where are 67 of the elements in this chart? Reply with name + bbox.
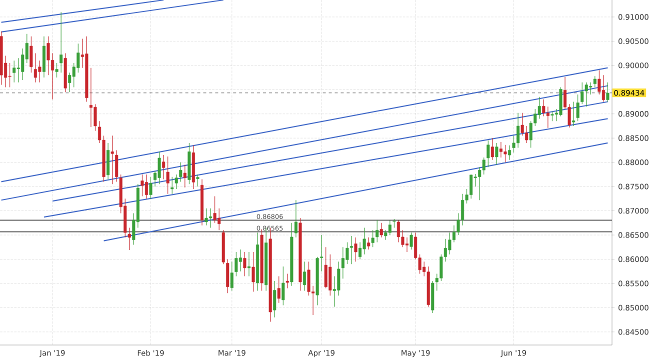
candlestick bbox=[490, 138, 494, 160]
candlestick bbox=[110, 135, 114, 184]
candlestick bbox=[302, 261, 306, 292]
candlestick bbox=[606, 82, 610, 102]
candlestick bbox=[247, 252, 251, 276]
candlestick bbox=[149, 176, 152, 199]
candlestick bbox=[162, 154, 166, 180]
candlestick bbox=[115, 150, 118, 182]
candlestick bbox=[243, 252, 246, 276]
candlestick bbox=[602, 74, 605, 102]
candlestick bbox=[410, 232, 413, 250]
candlestick bbox=[294, 200, 298, 238]
candlestick bbox=[46, 36, 50, 76]
candlestick bbox=[504, 144, 507, 163]
candlestick bbox=[371, 230, 374, 248]
candlestick bbox=[542, 99, 546, 117]
candlestick bbox=[576, 94, 580, 122]
candlestick bbox=[550, 111, 554, 122]
candlestick bbox=[158, 151, 161, 184]
candlestick bbox=[183, 164, 186, 188]
candlestick bbox=[252, 252, 255, 292]
candlestick bbox=[538, 96, 541, 120]
candlestick bbox=[482, 157, 486, 175]
candlestick bbox=[546, 106, 550, 128]
candlestick bbox=[277, 276, 280, 304]
candlestick bbox=[94, 104, 97, 132]
candlestick bbox=[307, 261, 310, 296]
candlestick bbox=[358, 242, 362, 260]
candlestick bbox=[405, 237, 409, 252]
candlestick bbox=[354, 237, 358, 262]
candlestick bbox=[55, 62, 58, 78]
candlestick bbox=[238, 249, 242, 272]
candlestick bbox=[60, 12, 63, 73]
candlestick bbox=[572, 101, 576, 126]
candlestick bbox=[448, 232, 452, 255]
candlestick bbox=[388, 220, 392, 236]
candlestick bbox=[320, 234, 324, 272]
candlestick bbox=[282, 266, 285, 306]
candlestick bbox=[38, 60, 42, 83]
candlestick bbox=[380, 222, 383, 238]
candlestick bbox=[12, 60, 16, 83]
candlestick bbox=[286, 273, 289, 289]
candlestick bbox=[486, 140, 490, 168]
candlestick bbox=[580, 82, 584, 104]
candlestick bbox=[234, 252, 238, 276]
candlestick bbox=[166, 156, 170, 194]
candlestick bbox=[170, 176, 174, 194]
candlestick bbox=[350, 236, 354, 264]
candlestick bbox=[128, 227, 131, 250]
candlestick bbox=[376, 220, 379, 243]
candlestick bbox=[508, 145, 512, 160]
candlestick bbox=[367, 237, 370, 250]
candlestick bbox=[144, 174, 148, 199]
candlestick bbox=[30, 36, 33, 73]
candlestick bbox=[593, 76, 596, 88]
candlestick bbox=[273, 280, 276, 318]
candlestick bbox=[226, 258, 230, 294]
candlestick bbox=[204, 208, 208, 226]
candlestick bbox=[174, 174, 178, 190]
candlestick bbox=[179, 162, 182, 182]
candlestick bbox=[362, 227, 366, 255]
candlestick bbox=[140, 174, 144, 197]
candlestick bbox=[8, 62, 12, 88]
candlestick bbox=[196, 174, 200, 187]
candlestick bbox=[346, 242, 349, 264]
candlestick bbox=[230, 261, 234, 292]
candlestick bbox=[495, 142, 498, 166]
